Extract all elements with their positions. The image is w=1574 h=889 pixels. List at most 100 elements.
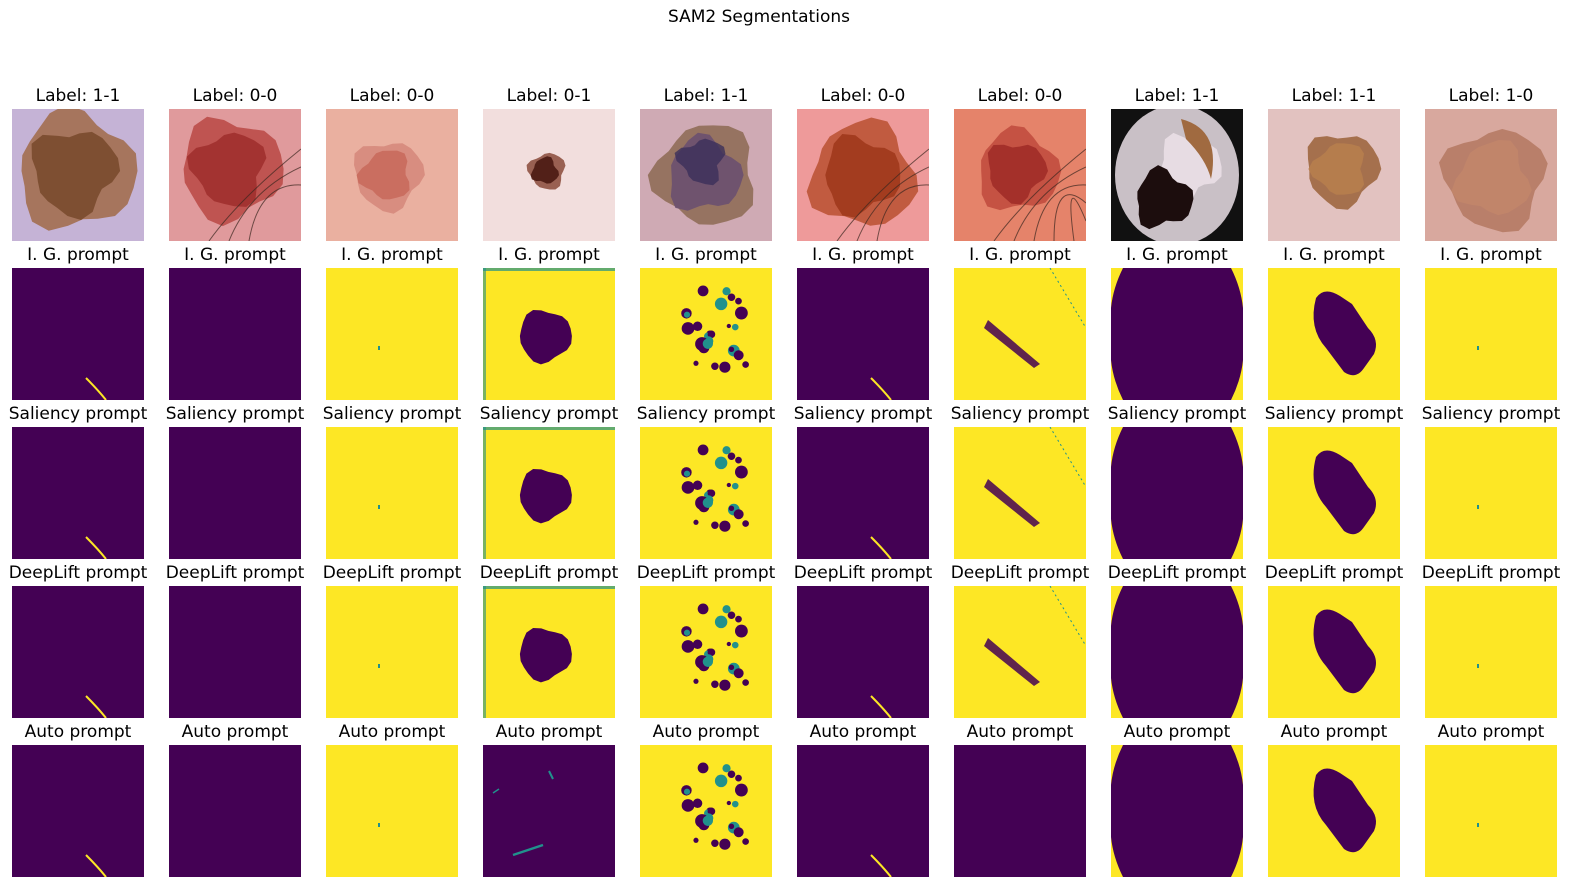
prompt-title: Auto prompt [1437,722,1545,742]
segmentation-mask [640,268,772,400]
segmentation-mask [12,745,144,877]
figure-title: SAM2 Segmentations [668,7,850,27]
lesion-image [797,109,929,241]
lesion-image [12,109,144,241]
prompt-title: DeepLift prompt [636,563,776,583]
column-label: Label: 1-1 [1291,86,1377,106]
segmentation-mask [1268,586,1400,718]
segmentation-mask [169,586,301,718]
segmentation-mask [1111,586,1243,718]
segmentation-mask [1268,427,1400,559]
prompt-title: Auto prompt [652,722,760,742]
prompt-title: I. G. prompt [812,245,914,265]
prompt-title: Auto prompt [495,722,603,742]
segmentation-mask [797,268,929,400]
prompt-title: DeepLift prompt [793,563,933,583]
column-label: Label: 1-1 [35,86,121,106]
prompt-title: DeepLift prompt [165,563,305,583]
segmentation-mask [169,268,301,400]
prompt-title: I. G. prompt [341,245,443,265]
segmentation-mask [640,427,772,559]
segmentation-mask [1425,745,1557,877]
prompt-title: Saliency prompt [165,404,305,424]
prompt-title: Saliency prompt [1421,404,1561,424]
prompt-title: Auto prompt [181,722,289,742]
prompt-title: Saliency prompt [1264,404,1404,424]
segmentation-mask [326,586,458,718]
segmentation-mask [326,745,458,877]
prompt-title: I. G. prompt [27,245,129,265]
segmentation-mask [1111,427,1243,559]
prompt-title: DeepLift prompt [322,563,462,583]
segmentation-mask [640,586,772,718]
prompt-title: Auto prompt [1280,722,1388,742]
prompt-title: I. G. prompt [1283,245,1385,265]
column-label: Label: 1-1 [1134,86,1220,106]
segmentation-mask [12,427,144,559]
prompt-title: DeepLift prompt [1421,563,1561,583]
prompt-title: Auto prompt [1123,722,1231,742]
lesion-image [1111,109,1243,241]
prompt-title: Saliency prompt [636,404,776,424]
prompt-title: Saliency prompt [479,404,619,424]
prompt-title: Saliency prompt [1107,404,1247,424]
prompt-title: Saliency prompt [950,404,1090,424]
prompt-title: I. G. prompt [184,245,286,265]
prompt-title: I. G. prompt [1126,245,1228,265]
prompt-title: Auto prompt [966,722,1074,742]
segmentation-mask [1268,745,1400,877]
prompt-title: DeepLift prompt [8,563,148,583]
lesion-image [483,109,615,241]
lesion-image [326,109,458,241]
prompt-title: I. G. prompt [498,245,600,265]
prompt-title: DeepLift prompt [1264,563,1404,583]
segmentation-mask [1111,745,1243,877]
segmentation-mask [483,586,615,718]
segmentation-mask [483,268,615,400]
segmentation-mask [483,745,615,877]
segmentation-mask [954,427,1086,559]
lesion-image [1425,109,1557,241]
prompt-title: DeepLift prompt [950,563,1090,583]
prompt-title: Saliency prompt [793,404,933,424]
prompt-title: I. G. prompt [969,245,1071,265]
segmentation-mask [483,427,615,559]
column-label: Label: 0-1 [506,86,592,106]
prompt-title: Auto prompt [338,722,446,742]
lesion-image [1268,109,1400,241]
column-label: Label: 0-0 [820,86,906,106]
segmentation-mask [640,745,772,877]
column-label: Label: 1-1 [663,86,749,106]
segmentation-mask [1425,268,1557,400]
prompt-title: DeepLift prompt [1107,563,1247,583]
prompt-title: DeepLift prompt [479,563,619,583]
segmentation-mask [1268,268,1400,400]
segmentation-mask [1425,586,1557,718]
segmentation-mask [797,427,929,559]
segmentation-mask [326,268,458,400]
segmentation-mask [954,268,1086,400]
segmentation-mask [326,427,458,559]
prompt-title: Saliency prompt [8,404,148,424]
segmentation-mask [12,586,144,718]
column-label: Label: 1-0 [1448,86,1534,106]
prompt-title: Saliency prompt [322,404,462,424]
segmentation-mask [954,586,1086,718]
prompt-title: I. G. prompt [655,245,757,265]
segmentation-mask [169,745,301,877]
segmentation-mask [169,427,301,559]
segmentation-mask [12,268,144,400]
column-label: Label: 0-0 [977,86,1063,106]
prompt-title: Auto prompt [24,722,132,742]
column-label: Label: 0-0 [349,86,435,106]
lesion-image [640,109,772,241]
segmentation-mask [954,745,1086,877]
segmentation-mask [1111,268,1243,400]
prompt-title: Auto prompt [809,722,917,742]
prompt-title: I. G. prompt [1440,245,1542,265]
segmentation-mask [1425,427,1557,559]
column-label: Label: 0-0 [192,86,278,106]
lesion-image [169,109,301,241]
lesion-image [954,109,1086,241]
